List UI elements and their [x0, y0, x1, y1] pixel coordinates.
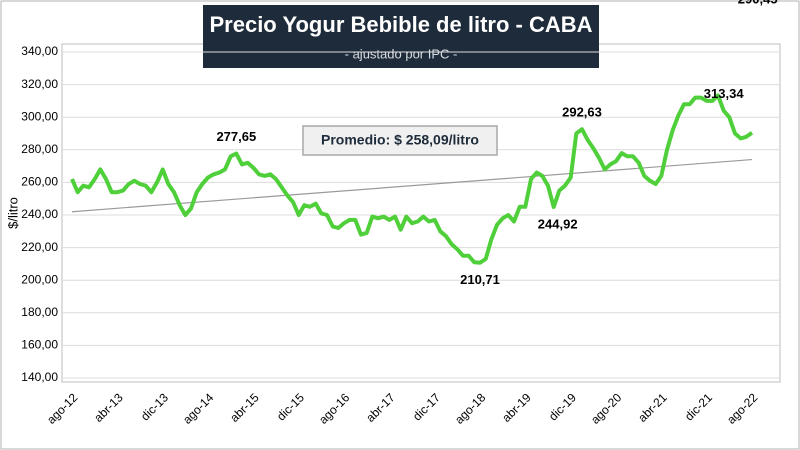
value-label: 277,65	[216, 129, 256, 144]
value-label: 313,34	[704, 86, 745, 101]
title-box	[203, 5, 599, 68]
y-tick-label: 340,00	[21, 44, 58, 58]
y-tick-label: 260,00	[21, 175, 58, 189]
chart-title: Precio Yogur Bebible de litro - CABA	[209, 12, 592, 37]
value-label: 210,71	[460, 272, 500, 287]
value-label: 290,45	[738, 0, 778, 6]
price-line	[70, 93, 754, 265]
average-annotation: Promedio: $ 258,09/litro	[321, 132, 479, 148]
y-tick-label: 300,00	[21, 109, 58, 123]
chart-subtitle: - ajustado por IPC -	[345, 46, 458, 61]
y-tick-label: 220,00	[21, 240, 58, 254]
value-label: 292,63	[562, 105, 602, 120]
average-box	[302, 125, 498, 156]
y-tick-label: 180,00	[21, 305, 58, 319]
plot-area	[61, 43, 781, 383]
y-tick-label: 160,00	[21, 338, 58, 352]
y-tick-label: 140,00	[21, 370, 58, 384]
y-axis-label: $/litro	[5, 197, 20, 229]
y-tick-label: 320,00	[21, 77, 58, 91]
value-label: 244,92	[538, 216, 578, 231]
y-tick-label: 280,00	[21, 142, 58, 156]
y-tick-label: 240,00	[21, 207, 58, 221]
trend-line	[71, 158, 753, 213]
y-tick-label: 200,00	[21, 272, 58, 286]
marks: 277,65 210,71 244,92 292,63 313,34 290,45	[70, 0, 778, 287]
